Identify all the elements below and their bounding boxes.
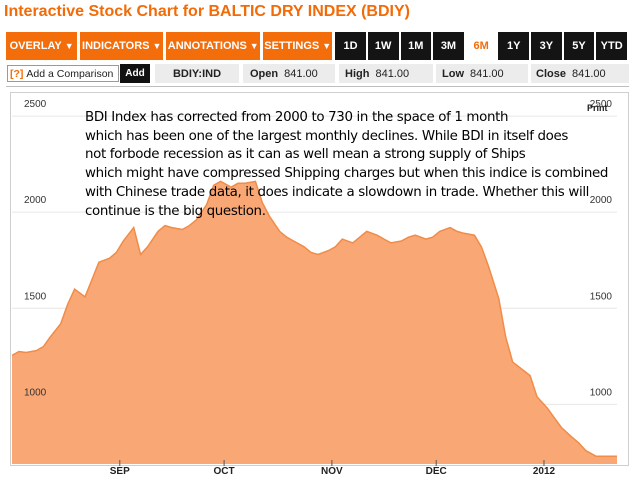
high-number: 841.00	[375, 67, 410, 80]
overlay-menu-button[interactable]: OVERLAY ▼	[6, 32, 78, 60]
range-1w-button[interactable]: 1W	[367, 32, 399, 60]
y-tick-label: 1000	[590, 387, 613, 398]
symbol-label: BDIY:IND	[155, 64, 239, 83]
annotations-menu-button[interactable]: ANNOTATIONS ▼	[166, 32, 261, 60]
divider	[6, 86, 629, 87]
open-value: Open 841.00	[243, 64, 335, 83]
low-label: Low	[442, 67, 464, 80]
y-tick-label: 1000	[24, 387, 47, 398]
range-1m-button[interactable]: 1M	[400, 32, 432, 60]
low-number: 841.00	[470, 67, 504, 80]
annotations-menu-label: ANNOTATIONS	[167, 40, 247, 52]
y-tick-label: 2500	[590, 99, 613, 110]
close-label: Close	[536, 67, 566, 80]
open-number: 841.00	[284, 67, 318, 80]
y-tick-label: 2000	[590, 195, 613, 206]
indicators-menu-button[interactable]: INDICATORS ▼	[80, 32, 164, 60]
print-link[interactable]: Print	[587, 103, 608, 113]
annotation-text: BDI Index has corrected from 2000 to 730…	[85, 109, 625, 221]
range-6m-button[interactable]: 6M	[465, 32, 497, 60]
page-title: Interactive Stock Chart for BALTIC DRY I…	[4, 3, 410, 20]
annotation-line: BDI Index has corrected from 2000 to 730…	[85, 110, 509, 125]
open-label: Open	[250, 67, 279, 80]
quote-bar: [?] Add a Comparison Add BDIY:IND Open 84…	[6, 64, 629, 83]
y-tick-label: 2000	[24, 195, 47, 206]
chevron-down-icon: ▼	[64, 41, 74, 51]
chevron-down-icon: ▼	[249, 41, 259, 51]
low-value: Low 841.00	[436, 64, 528, 83]
annotation-line: with Chinese trade data, it does indicat…	[85, 184, 590, 200]
annotation-line: continue is the big question.	[85, 203, 266, 219]
price-area	[12, 181, 617, 464]
range-1y-button[interactable]: 1Y	[498, 32, 530, 60]
close-value: Close 841.00	[531, 64, 629, 83]
annotation-line: which has been one of the largest monthl…	[85, 128, 569, 144]
close-number: 841.00	[571, 67, 606, 80]
y-tick-label: 1500	[590, 291, 613, 302]
overlay-menu-label: OVERLAY	[9, 40, 62, 52]
y-tick-label: 2500	[24, 99, 47, 110]
x-tick-label: SEP	[110, 466, 130, 477]
annotation-line: not forbode recession as it can as well …	[85, 147, 526, 163]
x-tick-label: NOV	[321, 466, 343, 477]
x-tick-label: 2012	[533, 466, 556, 477]
range-1d-button[interactable]: 1D	[335, 32, 366, 60]
comparison-placeholder: Add a Comparison	[26, 67, 114, 80]
range-5y-button[interactable]: 5Y	[563, 32, 595, 60]
help-icon[interactable]: [?]	[10, 67, 24, 80]
settings-menu-label: SETTINGS	[264, 40, 320, 52]
range-3m-button[interactable]: 3M	[433, 32, 464, 60]
price-line	[11, 180, 617, 458]
settings-menu-button[interactable]: SETTINGS ▼	[263, 32, 333, 60]
x-tick-label: OCT	[214, 466, 235, 477]
chart-toolbar: OVERLAY ▼ INDICATORS ▼ ANNOTATIONS ▼ SETTIN…	[6, 32, 629, 60]
comparison-input[interactable]: [?] Add a Comparison	[7, 65, 119, 82]
y-tick-label: 1500	[24, 291, 47, 302]
high-value: High 841.00	[339, 64, 433, 83]
high-label: High	[345, 67, 370, 80]
chevron-down-icon: ▼	[322, 41, 332, 51]
range-ytd-button[interactable]: YTD	[596, 32, 627, 60]
add-comparison-button[interactable]: Add	[120, 64, 150, 83]
chevron-down-icon: ▼	[152, 41, 162, 51]
x-tick-label: DEC	[426, 466, 447, 477]
chart-frame	[10, 92, 629, 466]
range-3y-button[interactable]: 3Y	[531, 32, 562, 60]
annotation-line: which might have compressed Shipping cha…	[85, 166, 609, 182]
indicators-menu-label: INDICATORS	[82, 40, 150, 52]
